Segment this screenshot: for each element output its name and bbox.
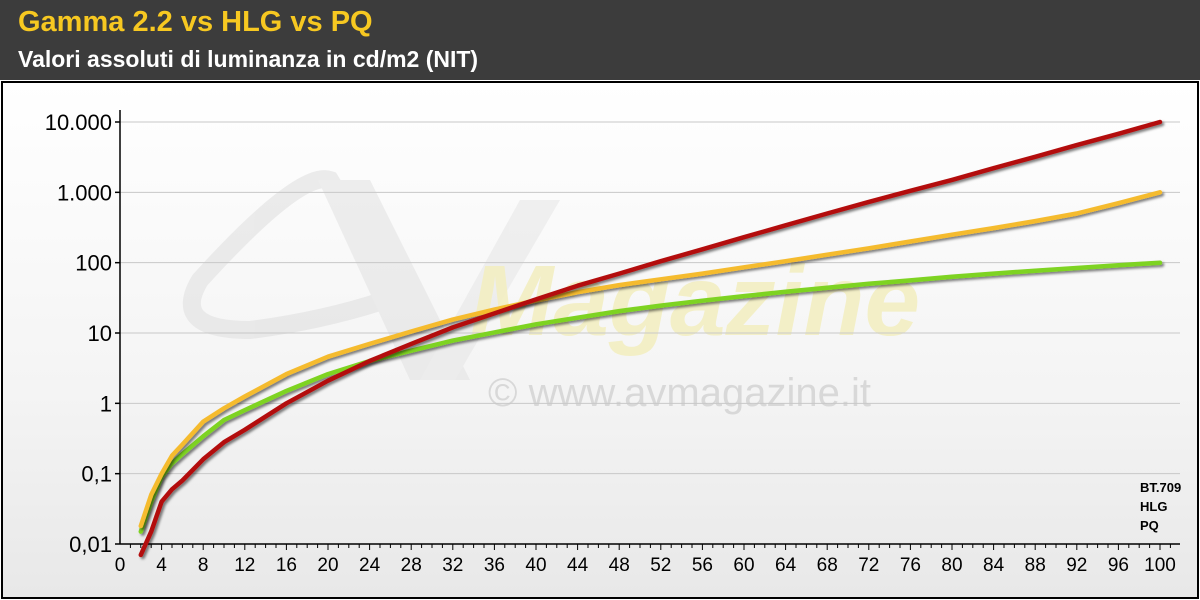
x-tick-label: 40	[525, 555, 546, 576]
chart-title: Gamma 2.2 vs HLG vs PQ	[18, 6, 373, 38]
x-tick-label: 44	[567, 555, 589, 576]
chart-subtitle: Valori assoluti di luminanza in cd/m2 (N…	[18, 46, 479, 72]
y-tick-label: 10.000	[45, 110, 112, 135]
x-tick-label: 28	[401, 555, 422, 576]
x-tick-label: 4	[156, 555, 167, 576]
series-line-pq	[138, 119, 1163, 558]
x-tick-label: 8	[198, 555, 209, 576]
y-tick-label: 0,1	[81, 462, 112, 487]
y-tick-label: 0,01	[69, 532, 112, 557]
x-tick-label: 12	[234, 555, 255, 576]
x-tick-label: 96	[1108, 555, 1129, 576]
x-tick-label: 32	[442, 555, 463, 576]
x-tick-label: 72	[858, 555, 879, 576]
series-line-bt709	[138, 260, 1163, 534]
y-axis-ticks: 0,01 0,1 1 10 100 1.000 10.000	[45, 110, 120, 557]
x-tick-label: 52	[650, 555, 671, 576]
y-tick-label: 1.000	[57, 180, 112, 205]
series-line-hlg	[138, 190, 1163, 529]
legend-label-pq: PQ	[1140, 518, 1159, 533]
y-tick-label: 100	[75, 251, 112, 276]
x-tick-label: 48	[609, 555, 630, 576]
x-tick-label: 64	[775, 555, 797, 576]
x-tick-label: 16	[276, 555, 297, 576]
watermark-copyright: © www.avmagazine.it	[488, 371, 871, 415]
legend-label-bt709: BT.709	[1140, 480, 1181, 495]
x-tick-label: 60	[733, 555, 754, 576]
series-lines	[138, 119, 1163, 558]
x-tick-label: 100	[1144, 555, 1176, 576]
x-tick-label: 76	[900, 555, 921, 576]
x-tick-label: 88	[1025, 555, 1046, 576]
x-tick-label: 80	[941, 555, 962, 576]
x-tick-label: 20	[317, 555, 338, 576]
x-tick-label: 84	[983, 555, 1005, 576]
x-tick-label: 56	[692, 555, 713, 576]
x-tick-label: 92	[1066, 555, 1087, 576]
chart-header: Gamma 2.2 vs HLG vs PQ Valori assoluti d…	[0, 0, 1200, 80]
chart-area: Magazine © www.avmagazine.it 0,01 0,1 1 10 1…	[1, 81, 1199, 599]
x-tick-label: 68	[817, 555, 838, 576]
y-tick-label: 1	[100, 391, 112, 416]
x-tick-label: 36	[484, 555, 505, 576]
x-tick-label: 24	[359, 555, 381, 576]
legend-label-hlg: HLG	[1140, 499, 1167, 514]
av-logo-icon	[182, 170, 560, 380]
legend: BT.709 HLG PQ	[1094, 480, 1181, 533]
y-tick-label: 10	[88, 321, 112, 346]
x-axis-ticks: 0 4 8 12 16 20 24 28 32 36 40 44 48 52 56 60 64 68 72 76 80 8…	[115, 544, 1176, 576]
watermark: Magazine © www.avmagazine.it	[182, 170, 920, 415]
x-tick-label: 0	[115, 555, 126, 576]
